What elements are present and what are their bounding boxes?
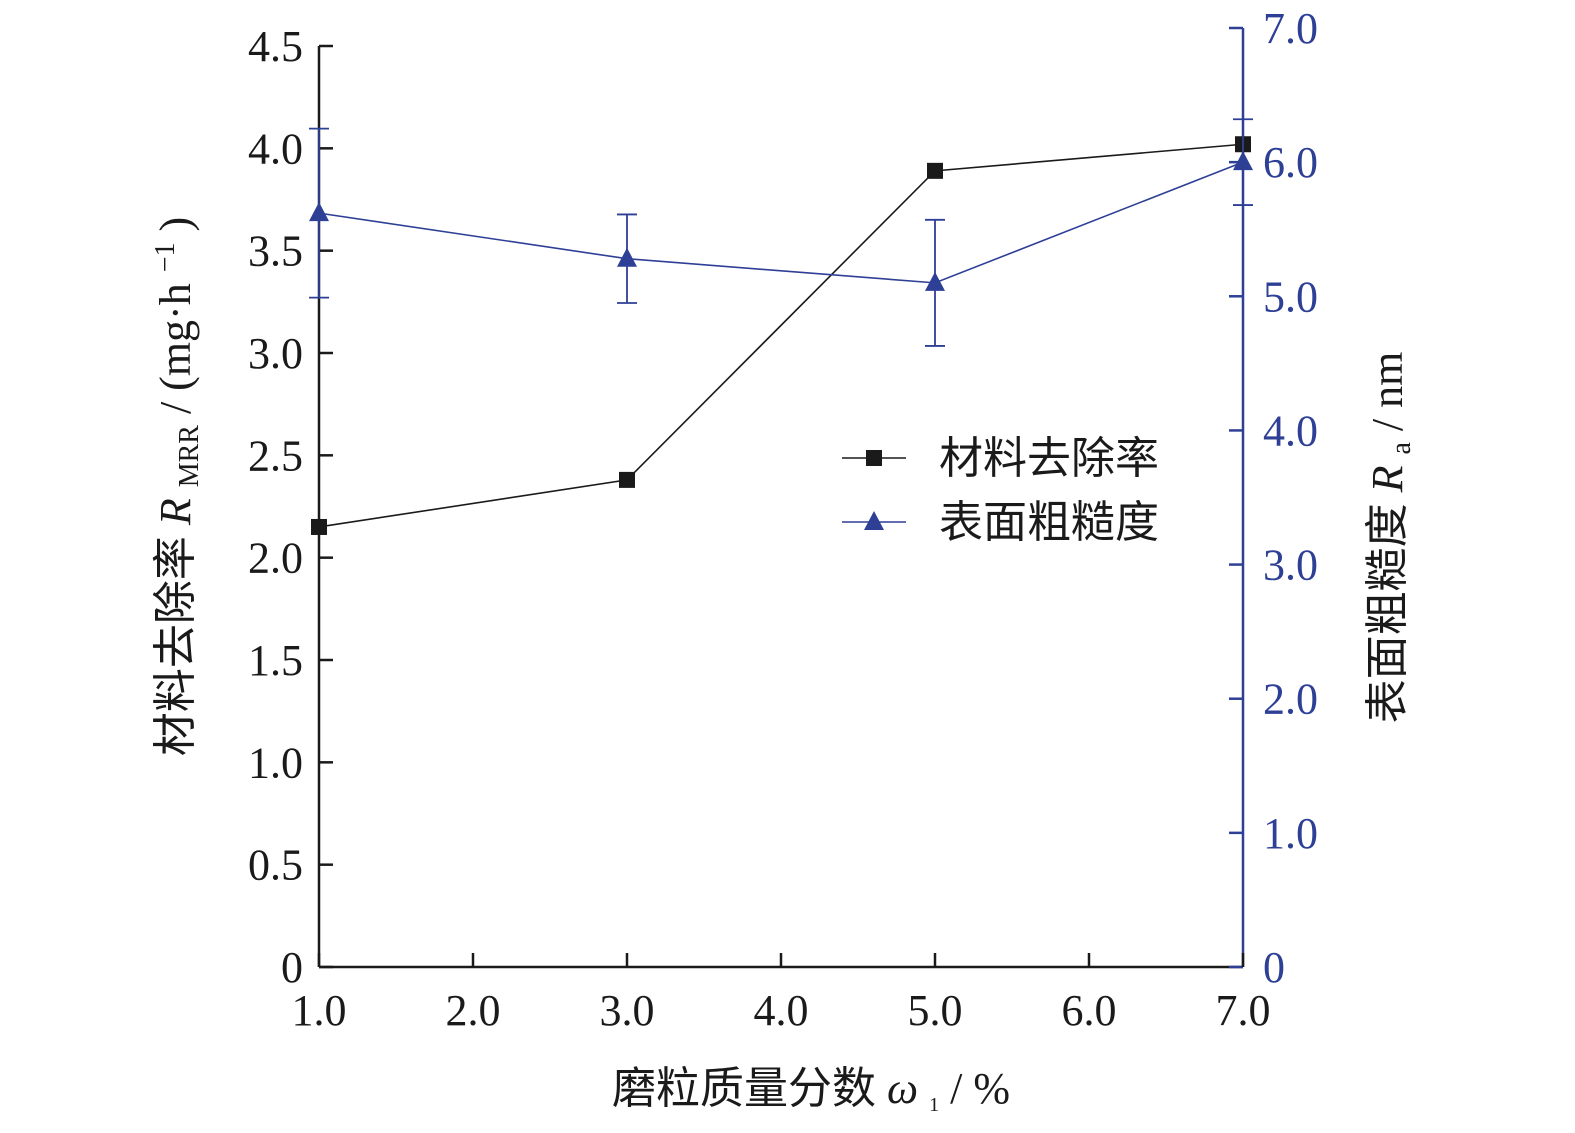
right-y-axis-label: 表面粗糙度 R a / nm — [1363, 352, 1420, 724]
right-y-axis-label-subscript: a — [1386, 442, 1417, 455]
x-axis-label-subscript: 1 — [929, 1094, 939, 1116]
right-y-tick-label: 7.0 — [1263, 4, 1318, 53]
x-tick-label: 6.0 — [1062, 986, 1117, 1035]
data-point-square — [619, 471, 635, 488]
x-axis-label-unit: / % — [950, 1064, 1010, 1113]
x-ticks: 1.0 2.0 3.0 4.0 5.0 6.0 7.0 — [292, 953, 1271, 1035]
legend-label-roughness: 表面粗糙度 — [939, 498, 1159, 547]
left-y-tick-label: 1.5 — [248, 636, 303, 685]
right-y-tick-label: 4.0 — [1263, 406, 1318, 455]
left-y-axis-label-unit-close: ) — [151, 217, 200, 232]
left-y-tick-label: 2.5 — [248, 431, 303, 480]
left-y-axis-label-symbol: R — [151, 498, 200, 526]
right-y-tick-label: 5.0 — [1263, 272, 1318, 321]
legend-marker-roughness — [864, 511, 884, 530]
right-y-tick-label: 2.0 — [1263, 675, 1318, 724]
data-point-square — [311, 518, 327, 535]
left-y-axis-label-unit-sup: −1 — [150, 242, 181, 272]
left-y-axis-label-text: 材料去除率 — [151, 525, 200, 756]
series-line-roughness — [318, 161, 1244, 284]
left-y-tick-label: 0.5 — [248, 841, 303, 890]
series-roughness — [309, 118, 1253, 347]
right-y-ticks: 0 1.0 2.0 3.0 4.0 5.0 6.0 7.0 — [1229, 4, 1318, 992]
data-point-triangle — [309, 202, 329, 222]
series-line-mrr — [318, 143, 1244, 528]
right-y-tick-label: 1.0 — [1263, 809, 1318, 858]
x-tick-label: 5.0 — [908, 986, 963, 1035]
data-point-square — [927, 162, 943, 179]
legend: 材料去除率 表面粗糙度 — [842, 434, 1159, 547]
x-axis-label: 磨粒质量分数 ω 1 / % — [612, 1064, 1010, 1121]
right-y-axis-label-symbol: R — [1363, 465, 1412, 493]
legend-marker-mrr — [866, 450, 882, 466]
right-y-tick-label: 6.0 — [1263, 138, 1318, 187]
data-point-triangle — [925, 271, 945, 291]
right-y-axis-label-text: 表面粗糙度 — [1363, 492, 1412, 723]
x-tick-label: 2.0 — [446, 986, 501, 1035]
x-tick-label: 7.0 — [1216, 986, 1271, 1035]
left-y-tick-label: 3.0 — [248, 329, 303, 378]
left-y-axis-label-subscript: MRR — [174, 425, 205, 488]
left-y-tick-label: 0 — [281, 943, 303, 992]
x-axis-label-text: 磨粒质量分数 — [612, 1064, 876, 1113]
left-y-axis-label: 材料去除率 R MRR / (mg·h −1 ) — [135, 217, 208, 756]
left-y-axis-label-unit-open: / (mg·h — [151, 283, 200, 414]
legend-item-roughness: 表面粗糙度 — [842, 498, 1159, 547]
legend-item-mrr: 材料去除率 — [842, 434, 1159, 483]
left-y-ticks: 0 0.5 1.0 1.5 2.0 2.5 3.0 3.5 4.0 4.5 — [248, 22, 333, 992]
data-point-triangle — [617, 247, 637, 267]
x-tick-label: 1.0 — [292, 986, 347, 1035]
left-y-tick-label: 4.0 — [248, 124, 303, 173]
left-y-tick-label: 1.0 — [248, 738, 303, 787]
left-y-tick-label: 2.0 — [248, 534, 303, 583]
series — [309, 118, 1253, 535]
data-point-triangle — [1233, 151, 1253, 171]
series-mrr — [311, 136, 1251, 535]
right-y-axis-label-unit: / nm — [1363, 352, 1412, 431]
x-tick-label: 4.0 — [754, 986, 809, 1035]
right-y-tick-label: 0 — [1263, 943, 1285, 992]
right-y-tick-label: 3.0 — [1263, 541, 1318, 590]
x-axis-label-symbol: ω — [887, 1064, 918, 1113]
legend-label-mrr: 材料去除率 — [939, 434, 1159, 483]
left-y-tick-label: 4.5 — [248, 22, 303, 71]
x-tick-label: 3.0 — [600, 986, 655, 1035]
left-y-tick-label: 3.5 — [248, 227, 303, 276]
